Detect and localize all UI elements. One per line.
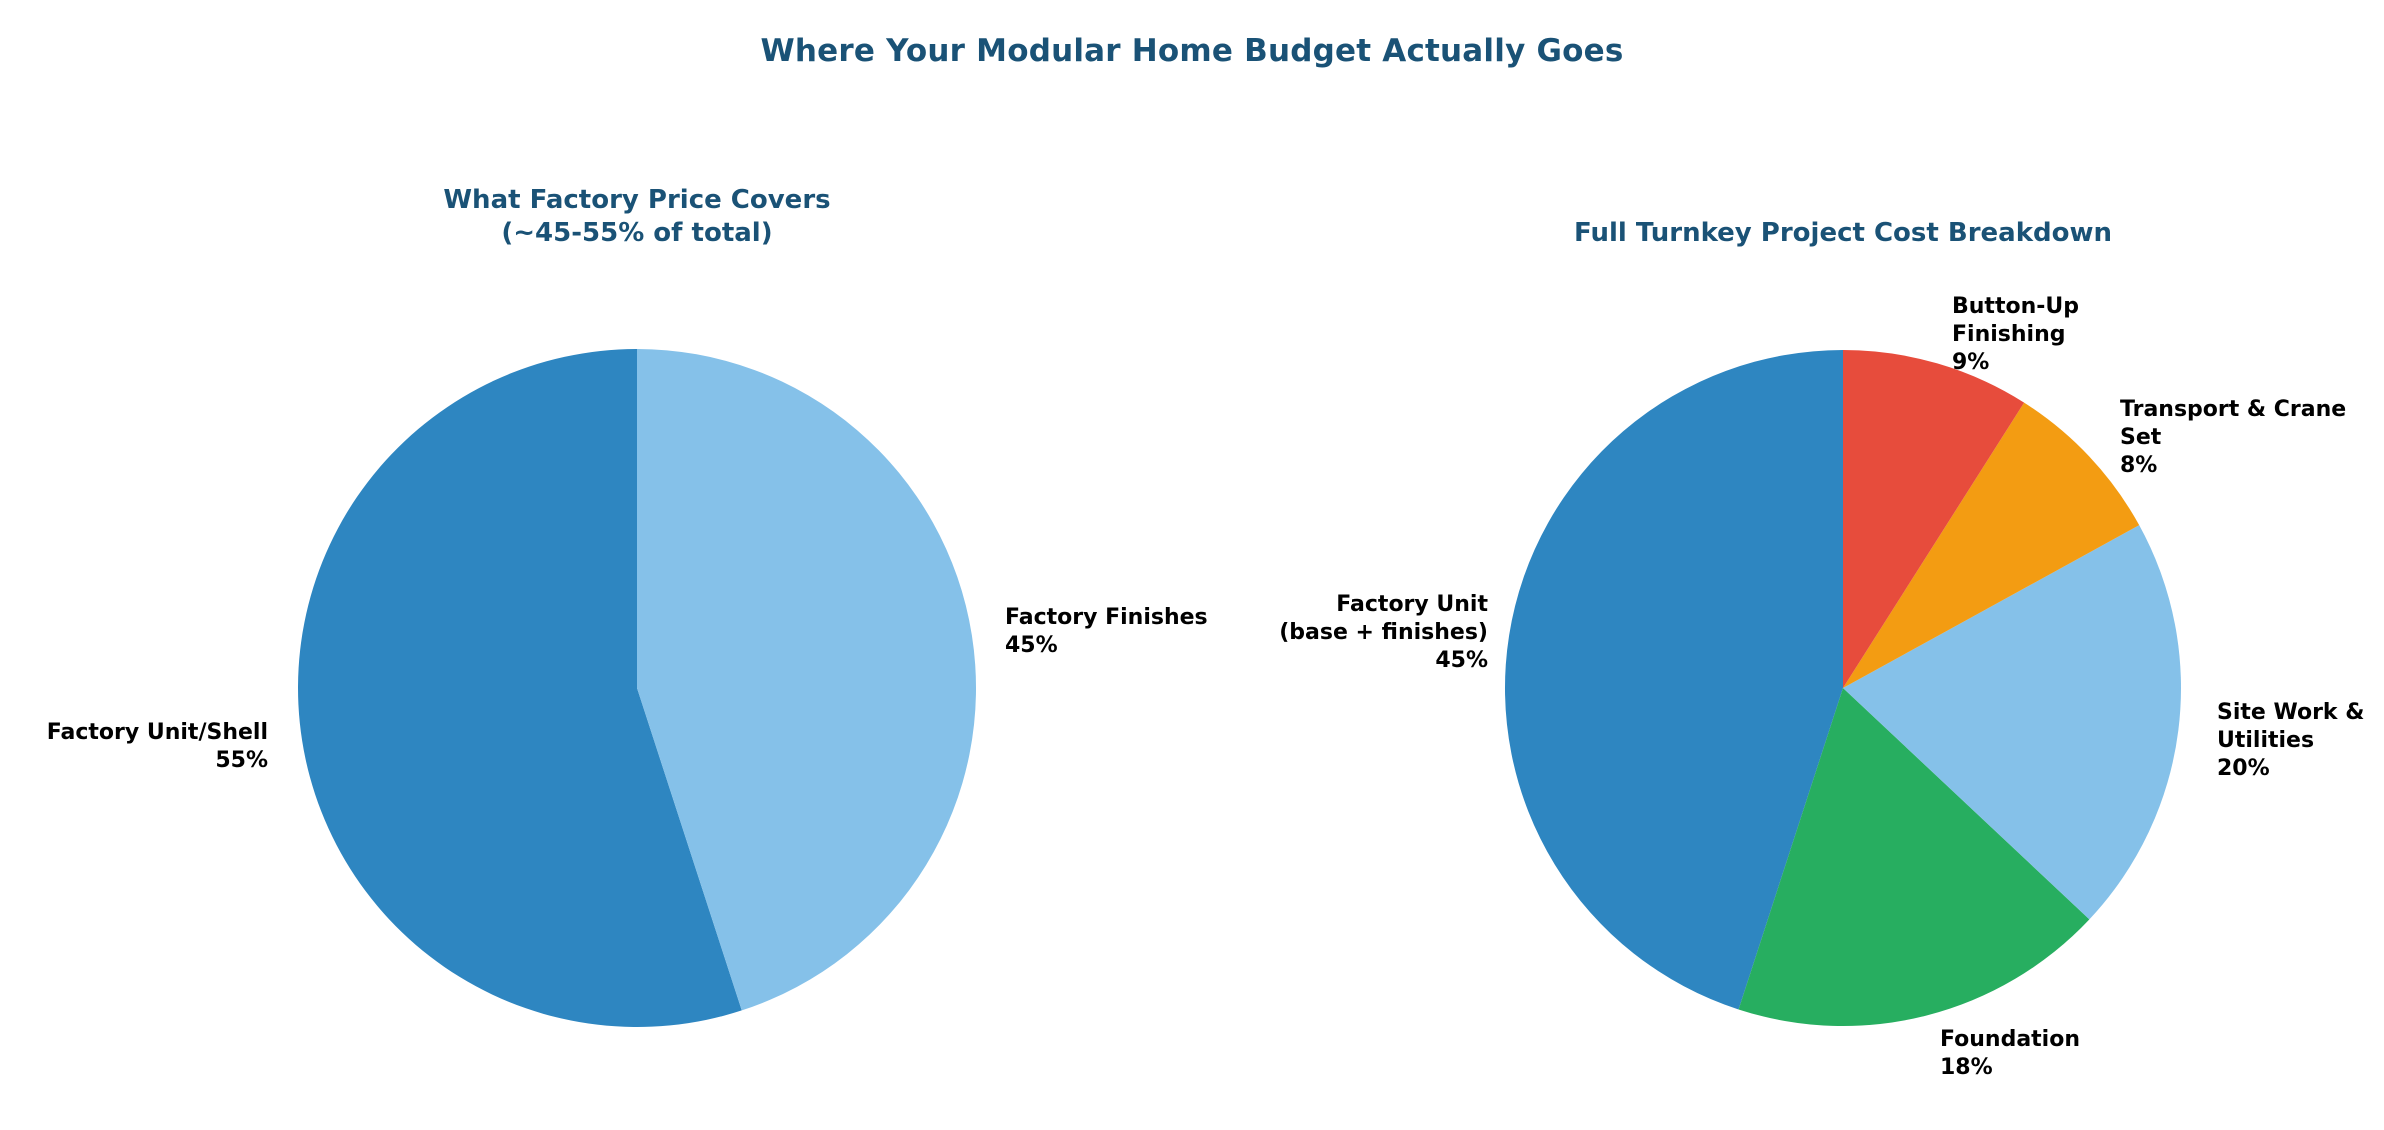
label-button-up-finishing: Button-Up Finishing 9%: [1952, 293, 2079, 377]
pie-slice-site-work-utilities: [1843, 525, 2181, 920]
label-site-work-line2: Utilities: [2217, 728, 2315, 753]
label-factory-unit: Factory Unit (base + finishes) 45%: [1188, 591, 1488, 675]
left-chart-title-line2: (~45-55% of total): [501, 218, 773, 248]
label-factory-unit-shell-pct: 55%: [215, 748, 268, 773]
label-transport-crane-set: Transport & Crane Set 8%: [2120, 396, 2346, 480]
label-factory-unit-sub: (base + finishes): [1279, 620, 1488, 645]
label-foundation-name: Foundation: [1940, 1027, 2081, 1052]
pie-chart-turnkey-breakdown: [1504, 350, 2181, 1027]
label-site-work-pct: 20%: [2217, 756, 2270, 781]
label-factory-unit-name: Factory Unit: [1336, 592, 1488, 617]
label-button-up-line2: Finishing: [1952, 322, 2066, 347]
label-button-up-line1: Button-Up: [1952, 294, 2079, 319]
label-factory-finishes-pct: 45%: [1005, 633, 1058, 658]
pie-slice-factory-unit-shell: [298, 349, 742, 1027]
label-transport-line1: Transport & Crane: [2120, 397, 2347, 422]
label-foundation-pct: 18%: [1940, 1055, 1993, 1080]
pie-slice-foundation: [1738, 688, 2090, 1027]
label-factory-finishes: Factory Finishes 45%: [1005, 604, 1208, 660]
pie-slice-factory-unit-base-finishes: [1504, 350, 1843, 1010]
label-site-work-line1: Site Work &: [2217, 700, 2365, 725]
pie-slice-factory-finishes: [637, 349, 977, 1011]
label-factory-unit-shell: Factory Unit/Shell 55%: [0, 719, 268, 775]
pie-slice-button-up-finishing: [1843, 350, 2025, 688]
label-factory-finishes-name: Factory Finishes: [1005, 605, 1208, 630]
main-title: Where Your Modular Home Budget Actually …: [760, 32, 1624, 69]
label-button-up-pct: 9%: [1952, 350, 1990, 375]
pie-chart-factory-price: [298, 349, 977, 1027]
left-chart-title: What Factory Price Covers (~45-55% of to…: [443, 184, 830, 250]
right-chart-title-line1: Full Turnkey Project Cost Breakdown: [1574, 218, 2112, 248]
label-transport-pct: 8%: [2120, 453, 2158, 478]
label-transport-line2: Set: [2120, 425, 2162, 450]
label-factory-unit-pct: 45%: [1435, 648, 1488, 673]
pie-slice-transport-crane-set: [1843, 402, 2140, 688]
label-site-work-utilities: Site Work & Utilities 20%: [2217, 699, 2364, 783]
label-foundation: Foundation 18%: [1940, 1026, 2080, 1082]
left-chart-title-line1: What Factory Price Covers: [443, 185, 831, 215]
label-factory-unit-shell-name: Factory Unit/Shell: [46, 720, 268, 745]
right-chart-title: Full Turnkey Project Cost Breakdown: [1574, 217, 2112, 250]
